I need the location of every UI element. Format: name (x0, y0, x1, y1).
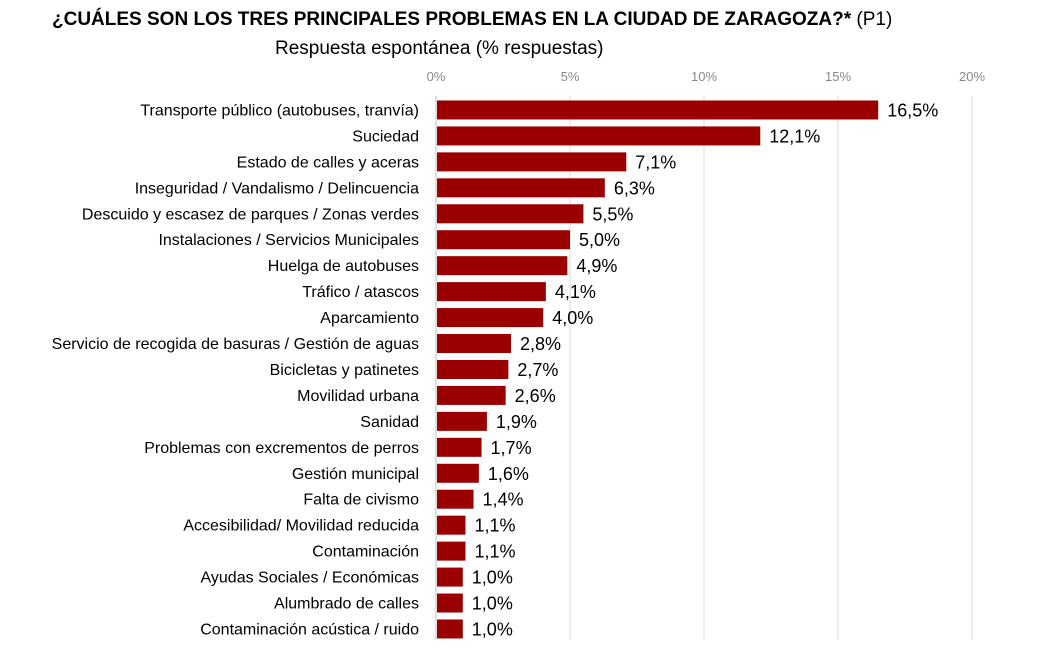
category-label: Estado de calles y aceras (237, 154, 419, 171)
category-label: Contaminación (312, 544, 419, 561)
x-tick-label: 5% (561, 69, 580, 84)
value-labels: 16,5% 12,1% 7,1% 6,3% 5,5% 5,0% 4,9% 4,1% 4,0% 2,… (472, 100, 938, 639)
value-label: 1,7% (491, 438, 532, 458)
bars (437, 100, 879, 639)
bar (437, 567, 463, 587)
bar (437, 359, 509, 379)
value-label: 1,4% (483, 490, 524, 510)
bar (437, 178, 605, 198)
bar (437, 619, 463, 639)
bar (437, 463, 479, 483)
value-label: 6,3% (614, 178, 655, 198)
category-label: Movilidad urbana (297, 388, 419, 405)
bar (437, 515, 466, 535)
bar (437, 282, 546, 302)
bar (437, 230, 570, 250)
bar (437, 541, 466, 561)
value-label: 1,6% (488, 464, 529, 484)
value-label: 1,0% (472, 568, 513, 588)
category-label: Descuido y escasez de parques / Zonas ve… (82, 206, 419, 223)
chart-title-main: ¿CUÁLES SON LOS TRES PRINCIPALES PROBLEM… (52, 9, 852, 30)
category-label: Accesibilidad/ Movilidad reducida (183, 518, 419, 535)
category-labels: Transporte público (autobuses, tranvía) S… (52, 102, 419, 638)
category-label: Transporte público (autobuses, tranvía) (140, 102, 419, 119)
category-label: Bicicletas y patinetes (270, 362, 419, 379)
value-label: 5,0% (579, 230, 620, 250)
chart-title-suffix: (P1) (851, 9, 893, 30)
x-tick-label: 20% (959, 69, 985, 84)
category-label: Servicio de recogida de basuras / Gestió… (52, 336, 419, 353)
category-label: Huelga de autobuses (268, 258, 419, 275)
value-label: 1,0% (472, 619, 513, 639)
bar (437, 593, 463, 613)
category-label: Sanidad (360, 414, 419, 431)
bar (437, 100, 879, 120)
x-axis-ticks: 0% 5% 10% 15% 20% (427, 69, 986, 84)
bar (437, 437, 482, 457)
bar (437, 411, 487, 431)
category-label: Inseguridad / Vandalismo / Delincuencia (135, 180, 419, 197)
chart-title: ¿CUÁLES SON LOS TRES PRINCIPALES PROBLEM… (52, 9, 892, 31)
chart-subtitle: Respuesta espontánea (% respuestas) (275, 38, 604, 59)
x-tick-label: 15% (825, 69, 851, 84)
bar (437, 489, 474, 509)
value-label: 16,5% (887, 100, 938, 120)
bar (437, 308, 544, 328)
value-label: 1,0% (472, 594, 513, 614)
bar (437, 385, 506, 405)
value-label: 2,7% (517, 360, 558, 380)
x-tick-label: 10% (691, 69, 717, 84)
value-label: 2,6% (515, 386, 556, 406)
value-label: 4,9% (576, 256, 617, 276)
category-label: Problemas con excrementos de perros (144, 440, 419, 457)
category-label: Suciedad (352, 128, 419, 145)
bar (437, 152, 627, 172)
category-label: Gestión municipal (292, 466, 419, 483)
bar (437, 334, 512, 354)
value-label: 7,1% (635, 152, 676, 172)
value-label: 2,8% (520, 334, 561, 354)
value-label: 4,0% (552, 308, 593, 328)
x-tick-label: 0% (427, 69, 446, 84)
value-label: 12,1% (769, 126, 820, 146)
bar (437, 256, 568, 276)
category-label: Aparcamiento (320, 310, 419, 327)
category-label: Instalaciones / Servicios Municipales (158, 232, 419, 249)
value-label: 5,5% (592, 204, 633, 224)
category-label: Alumbrado de calles (274, 596, 419, 613)
category-label: Falta de civismo (303, 492, 419, 509)
category-label: Tráfico / atascos (302, 284, 419, 301)
category-label: Contaminación acústica / ruido (200, 621, 419, 638)
bar (437, 126, 761, 146)
value-label: 4,1% (555, 282, 596, 302)
value-label: 1,1% (474, 542, 515, 562)
bar (437, 204, 584, 224)
value-label: 1,1% (474, 516, 515, 536)
category-label: Ayudas Sociales / Económicas (201, 570, 419, 587)
value-label: 1,9% (496, 412, 537, 432)
